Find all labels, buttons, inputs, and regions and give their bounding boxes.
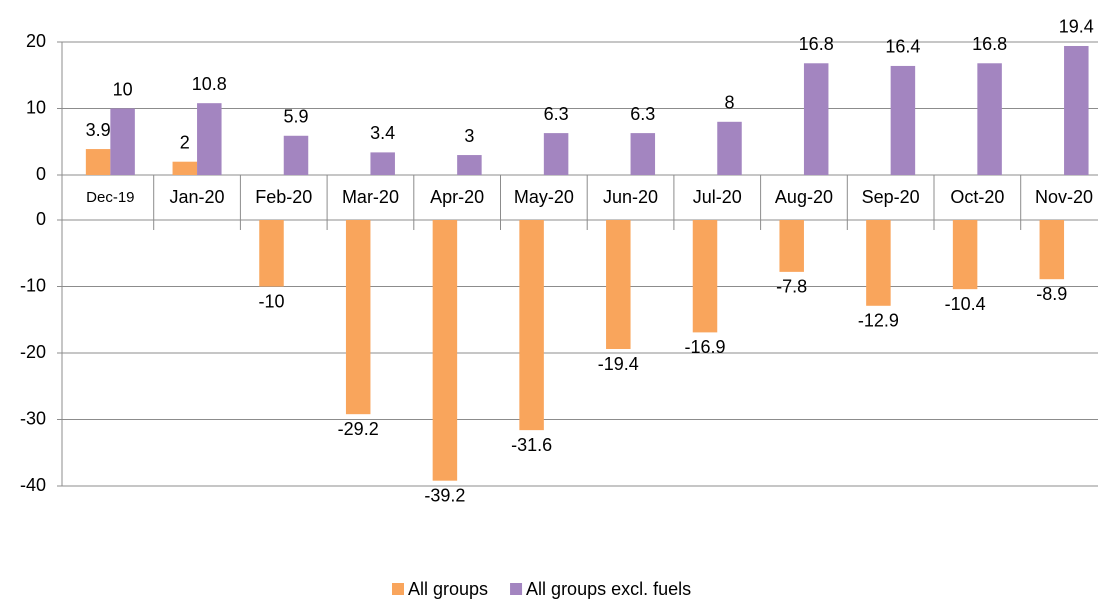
value-label: -31.6 <box>511 435 552 455</box>
value-label: -8.9 <box>1036 284 1067 304</box>
value-label: -10.4 <box>945 294 986 314</box>
legend-label: All groups <box>408 579 488 599</box>
bar <box>519 220 544 431</box>
x-tick-label: Jun-20 <box>603 187 658 207</box>
x-tick-label: Feb-20 <box>255 187 312 207</box>
x-tick-label: Mar-20 <box>342 187 399 207</box>
bar <box>779 220 804 272</box>
value-label: -10 <box>258 291 284 311</box>
bar <box>172 161 198 175</box>
bar <box>630 133 656 175</box>
x-tick-label: Oct-20 <box>950 187 1004 207</box>
bar <box>977 63 1002 175</box>
legend-label: All groups excl. fuels <box>526 579 691 599</box>
bar <box>866 220 891 306</box>
value-label: -16.9 <box>684 337 725 357</box>
bar <box>717 121 742 175</box>
bar <box>259 220 284 287</box>
value-label: 19.4 <box>1059 17 1094 37</box>
y-tick-label: 0 <box>36 164 46 184</box>
bar <box>803 63 829 175</box>
value-label: 2 <box>180 132 190 152</box>
bar <box>543 133 569 175</box>
value-label: 16.8 <box>972 34 1007 54</box>
bar <box>606 220 631 350</box>
value-label: 10.8 <box>192 74 227 94</box>
bar <box>85 149 111 175</box>
bar <box>370 152 395 175</box>
value-label: 3.4 <box>370 123 395 143</box>
value-label: 16.8 <box>799 34 834 54</box>
y-tick-label: -10 <box>20 275 46 295</box>
x-tick-label: Dec-19 <box>86 189 134 206</box>
y-tick-label: -20 <box>20 342 46 362</box>
bar <box>890 65 916 175</box>
value-label: -39.2 <box>424 485 465 505</box>
bar <box>197 103 222 175</box>
x-tick-label: May-20 <box>514 187 574 207</box>
value-label: -29.2 <box>338 419 379 439</box>
value-label: 10 <box>113 79 133 99</box>
bar <box>692 220 718 333</box>
bar <box>110 108 135 175</box>
value-label: -19.4 <box>598 354 639 374</box>
bar <box>1064 45 1089 175</box>
x-tick-label: Jan-20 <box>170 187 225 207</box>
bar <box>345 220 371 415</box>
value-label: 16.4 <box>885 37 920 57</box>
value-label: 5.9 <box>283 107 308 127</box>
bar <box>283 135 309 175</box>
y-tick-label: -30 <box>20 408 46 428</box>
value-label: -7.8 <box>776 277 807 297</box>
value-label: 6.3 <box>544 104 569 124</box>
value-label: -12.9 <box>858 311 899 331</box>
y-tick-label: 0 <box>36 209 46 229</box>
x-tick-label: Jul-20 <box>693 187 742 207</box>
value-label: 6.3 <box>630 104 655 124</box>
value-label: 3 <box>464 126 474 146</box>
x-tick-label: Apr-20 <box>430 187 484 207</box>
value-label: 3.9 <box>86 120 111 140</box>
y-tick-label: 10 <box>26 97 46 117</box>
x-tick-label: Sep-20 <box>862 187 920 207</box>
legend-swatch <box>392 583 404 595</box>
bar <box>457 155 482 175</box>
bar <box>952 220 978 290</box>
legend-swatch <box>510 583 523 595</box>
value-label: 8 <box>724 93 734 113</box>
bar <box>1039 220 1065 280</box>
x-tick-label: Aug-20 <box>775 187 833 207</box>
y-tick-label: -40 <box>20 475 46 495</box>
bar <box>432 220 458 481</box>
x-tick-label: Nov-20 <box>1035 187 1093 207</box>
y-tick-label: 20 <box>26 31 46 51</box>
